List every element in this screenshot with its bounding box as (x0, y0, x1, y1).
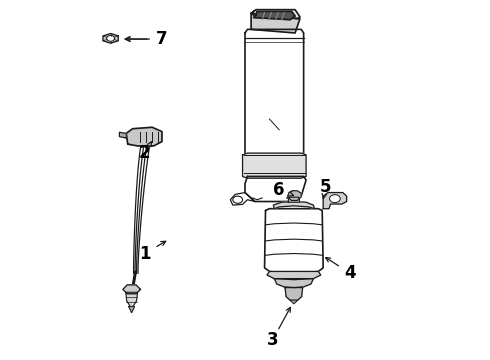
Polygon shape (273, 202, 315, 209)
Polygon shape (103, 33, 118, 43)
Polygon shape (126, 292, 138, 307)
Polygon shape (267, 271, 321, 280)
Polygon shape (129, 307, 135, 313)
Polygon shape (230, 193, 255, 205)
Text: 4: 4 (344, 264, 356, 282)
Polygon shape (285, 288, 303, 300)
Circle shape (107, 35, 115, 41)
Text: 3: 3 (267, 330, 279, 348)
Polygon shape (245, 176, 306, 202)
Polygon shape (323, 193, 346, 209)
Polygon shape (265, 209, 323, 273)
Text: 1: 1 (139, 244, 150, 262)
Polygon shape (251, 10, 300, 19)
Text: 6: 6 (273, 181, 285, 199)
Polygon shape (123, 285, 141, 294)
Polygon shape (274, 279, 314, 288)
Polygon shape (251, 13, 300, 33)
Polygon shape (243, 153, 306, 178)
Polygon shape (253, 12, 295, 20)
Polygon shape (290, 300, 298, 304)
Text: 7: 7 (156, 30, 168, 48)
Text: 2: 2 (139, 144, 150, 162)
Circle shape (330, 195, 340, 203)
Polygon shape (288, 197, 300, 202)
Polygon shape (288, 191, 301, 201)
Text: 5: 5 (320, 178, 331, 196)
Polygon shape (245, 30, 304, 169)
Polygon shape (126, 127, 162, 146)
Polygon shape (120, 132, 126, 138)
Circle shape (233, 196, 243, 203)
